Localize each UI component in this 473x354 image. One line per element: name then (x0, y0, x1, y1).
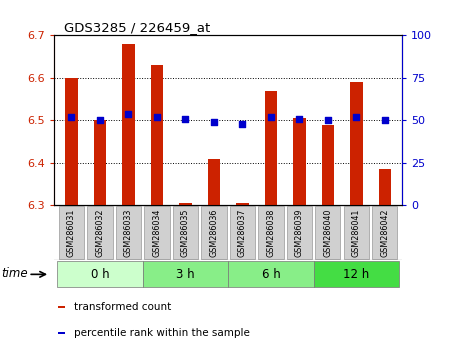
Bar (236, 203, 249, 205)
FancyBboxPatch shape (372, 206, 397, 259)
Text: GSM286036: GSM286036 (210, 209, 219, 257)
Text: GSM286033: GSM286033 (124, 209, 133, 257)
Text: GSM286034: GSM286034 (152, 209, 161, 257)
FancyBboxPatch shape (57, 261, 143, 287)
Text: GSM286037: GSM286037 (238, 209, 247, 257)
Bar (350, 82, 363, 205)
Text: GDS3285 / 226459_at: GDS3285 / 226459_at (64, 21, 210, 34)
Bar (293, 118, 306, 205)
Point (125, 111, 132, 116)
Bar (58, 332, 65, 334)
Bar (264, 91, 277, 205)
Text: GSM286031: GSM286031 (67, 209, 76, 257)
Text: transformed count: transformed count (73, 302, 171, 312)
Bar (179, 203, 192, 205)
FancyBboxPatch shape (230, 206, 255, 259)
Point (381, 118, 389, 123)
Text: GSM286035: GSM286035 (181, 209, 190, 257)
Bar (58, 306, 65, 308)
Point (182, 116, 189, 121)
Text: 3 h: 3 h (176, 268, 195, 281)
FancyBboxPatch shape (143, 261, 228, 287)
Point (68, 114, 75, 120)
FancyBboxPatch shape (88, 206, 113, 259)
FancyBboxPatch shape (228, 261, 314, 287)
Bar (94, 120, 106, 205)
Text: percentile rank within the sample: percentile rank within the sample (73, 328, 249, 338)
Text: time: time (1, 267, 28, 280)
Point (210, 119, 218, 125)
FancyBboxPatch shape (59, 206, 84, 259)
Bar (378, 169, 391, 205)
Point (267, 114, 275, 120)
Text: GSM286039: GSM286039 (295, 209, 304, 257)
FancyBboxPatch shape (116, 206, 141, 259)
FancyBboxPatch shape (314, 261, 399, 287)
Point (296, 116, 303, 121)
Point (153, 114, 161, 120)
FancyBboxPatch shape (315, 206, 341, 259)
Text: GSM286032: GSM286032 (96, 209, 105, 257)
Bar (322, 125, 334, 205)
Text: GSM286041: GSM286041 (352, 209, 361, 257)
Text: GSM286040: GSM286040 (324, 209, 333, 257)
FancyBboxPatch shape (144, 206, 169, 259)
Bar (150, 65, 163, 205)
FancyBboxPatch shape (344, 206, 369, 259)
Text: 0 h: 0 h (91, 268, 109, 281)
Bar (208, 159, 220, 205)
FancyBboxPatch shape (258, 206, 283, 259)
Point (239, 121, 246, 127)
Point (353, 114, 360, 120)
Text: 6 h: 6 h (262, 268, 280, 281)
Point (96, 118, 104, 123)
FancyBboxPatch shape (173, 206, 198, 259)
FancyBboxPatch shape (287, 206, 312, 259)
Text: GSM286042: GSM286042 (380, 209, 389, 257)
Text: GSM286038: GSM286038 (266, 209, 275, 257)
Text: 12 h: 12 h (343, 268, 369, 281)
Point (324, 118, 332, 123)
Bar (122, 44, 135, 205)
Bar (65, 78, 78, 205)
FancyBboxPatch shape (201, 206, 227, 259)
